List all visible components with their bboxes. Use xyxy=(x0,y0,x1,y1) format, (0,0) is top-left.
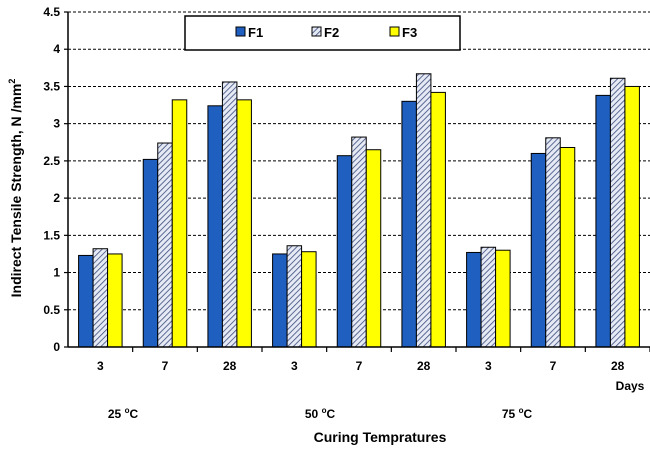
x-unit-label: Days xyxy=(616,379,645,393)
y-tick-label: 0.5 xyxy=(43,303,60,317)
bar-f2 xyxy=(545,137,561,348)
temperature-group-labels: 25 oC 50 oC 75 oC xyxy=(108,406,533,421)
y-tick-label: 2.5 xyxy=(43,154,60,168)
temperature-group-label: 75 oC xyxy=(502,406,533,421)
bar-f1 xyxy=(530,152,547,348)
y-tick-label: 2 xyxy=(53,191,60,205)
bar-f1 xyxy=(466,251,482,348)
bars xyxy=(78,73,640,348)
y-tick-label: 0 xyxy=(53,340,60,354)
bar-f3 xyxy=(430,91,446,348)
y-tick-label: 4 xyxy=(53,42,60,56)
bar-f3 xyxy=(365,149,382,348)
bar-f3 xyxy=(236,99,252,348)
y-tick-label: 4.5 xyxy=(43,5,60,19)
legend-swatch-f2 xyxy=(311,26,322,37)
x-tick-label: 28 xyxy=(223,359,237,373)
bar-f3 xyxy=(107,253,123,348)
bar-f3 xyxy=(495,249,511,348)
bar-f1 xyxy=(336,155,353,348)
bar-f1 xyxy=(142,158,159,348)
x-tick-label: 3 xyxy=(485,359,492,373)
bar-f3 xyxy=(624,85,640,348)
bar-f3 xyxy=(301,251,317,348)
y-tick-label: 3.5 xyxy=(43,79,60,93)
bar-f2 xyxy=(157,142,173,348)
bar-f2 xyxy=(609,77,626,348)
legend-box xyxy=(184,15,461,51)
bar-f3 xyxy=(559,146,576,348)
x-tick-label: 7 xyxy=(550,359,557,373)
x-tick-label: 28 xyxy=(417,359,431,373)
bar-f3 xyxy=(171,99,188,348)
y-axis-title: Indirect Tensile Strength, N /mm2 xyxy=(7,79,24,298)
bar-f2 xyxy=(351,136,367,348)
legend-label-f1: F1 xyxy=(248,25,263,40)
temperature-group-label: 25 oC xyxy=(108,406,139,421)
legend-swatch-f3 xyxy=(389,26,400,37)
x-tick-label: 28 xyxy=(611,359,625,373)
x-tick-label: 3 xyxy=(97,359,104,373)
bar-f1 xyxy=(595,94,611,348)
bar-f1 xyxy=(78,254,94,348)
x-tick-label: 7 xyxy=(162,359,169,373)
y-tick-label: 1 xyxy=(53,266,60,280)
legend-label-f3: F3 xyxy=(402,25,417,40)
y-tick-label: 3 xyxy=(53,117,60,131)
bar-f1 xyxy=(401,100,417,348)
bar-f2 xyxy=(286,245,303,348)
legend-swatch-f1 xyxy=(235,26,246,37)
x-tick-labels: 3 7 28 3 7 28 3 7 28 xyxy=(97,347,650,373)
x-tick-label: 3 xyxy=(291,359,298,373)
bar-f2 xyxy=(92,248,109,348)
legend-label-f2: F2 xyxy=(324,25,339,40)
bar-f1 xyxy=(272,253,288,348)
legend: F1 F2 F3 xyxy=(184,15,461,51)
y-tick-label: 1.5 xyxy=(43,228,60,242)
temperature-group-label: 50 oC xyxy=(305,406,336,421)
bar-f2 xyxy=(415,73,432,348)
x-tick-label: 7 xyxy=(356,359,363,373)
y-tick-labels: 0 0.5 1 1.5 2 2.5 3 3.5 4 4.5 xyxy=(43,5,68,354)
bar-f1 xyxy=(207,105,223,348)
bar-f2 xyxy=(221,81,238,348)
bar-f2 xyxy=(480,246,497,348)
x-axis-title: Curing Tempratures xyxy=(314,429,447,445)
